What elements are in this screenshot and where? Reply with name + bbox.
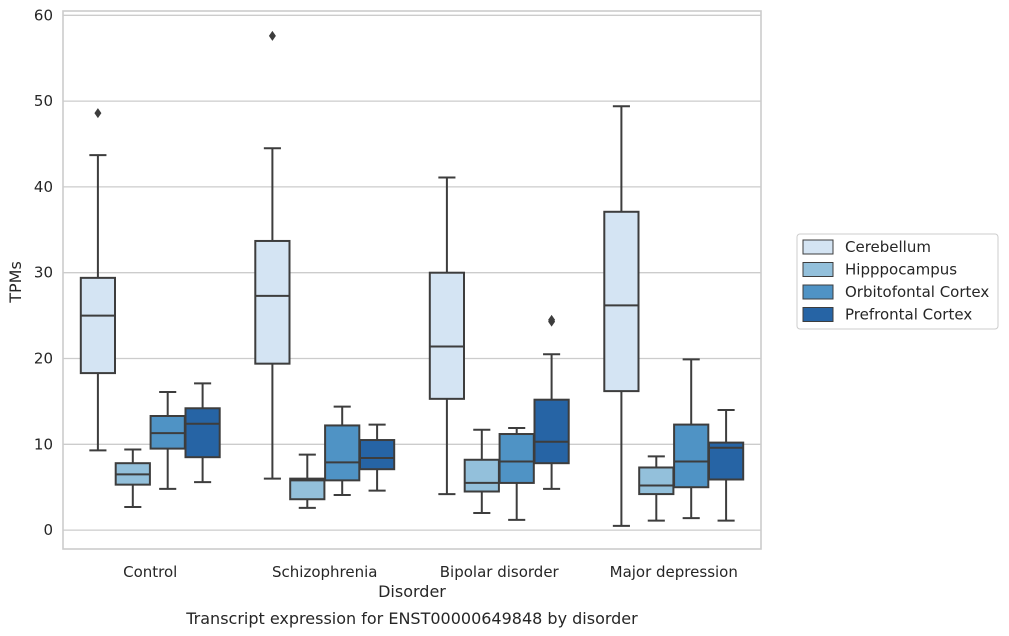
box-body	[289, 477, 326, 501]
box-bipolar-disorder-hipppocampus	[463, 428, 500, 514]
box-body	[428, 271, 466, 400]
y-tick-label: 60	[34, 6, 53, 24]
x-tick-label: Schizophrenia	[272, 563, 377, 581]
box-schizophrenia-hipppocampus	[289, 453, 326, 509]
box-body	[673, 423, 710, 489]
plot-frame	[62, 10, 762, 550]
box-schizophrenia-cerebellum	[254, 30, 291, 480]
y-axis-title: TPMs	[6, 261, 25, 304]
y-tick-label: 40	[34, 178, 53, 196]
y-tick-label: 0	[43, 521, 53, 539]
outlier-point	[268, 30, 276, 41]
x-tick-label: Bipolar disorder	[440, 563, 560, 581]
outlier-point	[548, 314, 556, 325]
box-control-hipppocampus	[114, 448, 151, 508]
box-control-prefrontal-cortex	[184, 382, 221, 484]
boxes	[79, 30, 745, 527]
legend-label-hipppocampus: Hipppocampus	[845, 261, 957, 279]
box-major-depression-hipppocampus	[638, 455, 675, 522]
box-body	[79, 276, 117, 375]
y-tick-label: 20	[34, 350, 53, 368]
box-body	[638, 466, 675, 496]
box-body	[533, 398, 570, 465]
x-axis-title: Disorder	[378, 582, 446, 601]
x-tick-labels: Control Schizophrenia Bipolar disorder Majo…	[123, 563, 738, 581]
legend-swatch-prefrontal-cortex	[802, 307, 834, 322]
y-tick-label: 50	[34, 92, 53, 110]
legend-swatch-cerebellum	[802, 239, 834, 255]
box-body	[463, 458, 500, 493]
box-bipolar-disorder-prefrontal-cortex	[533, 314, 570, 490]
box-major-depression-cerebellum	[603, 105, 640, 527]
box-body	[254, 239, 291, 365]
box-control-cerebellum	[79, 108, 117, 452]
box-bipolar-disorder-orbitofontal-cortex	[498, 427, 535, 521]
box-body	[603, 210, 640, 393]
outlier-point	[94, 108, 102, 119]
x-tick-label: Major depression	[610, 563, 738, 581]
chart-caption: Transcript expression for ENST0000064984…	[185, 609, 638, 628]
box-body	[358, 439, 396, 471]
box-schizophrenia-orbitofontal-cortex	[324, 405, 361, 496]
legend-label-cerebellum: Cerebellum	[845, 238, 931, 256]
legend-label-orbitofontal-cortex: Orbitofontal Cortex	[845, 283, 989, 301]
y-tick-label: 30	[34, 264, 53, 282]
legend-label-prefrontal-cortex: Prefrontal Cortex	[845, 306, 972, 324]
box-bipolar-disorder-cerebellum	[428, 176, 466, 496]
box-body	[324, 424, 361, 482]
box-body	[184, 407, 221, 459]
box-major-depression-orbitofontal-cortex	[673, 358, 710, 520]
box-body	[707, 441, 745, 481]
box-schizophrenia-prefrontal-cortex	[358, 423, 396, 492]
legend-swatch-hipppocampus	[802, 262, 834, 277]
y-tick-labels: 0 10 20 30 40 50 60	[34, 6, 53, 539]
box-major-depression-prefrontal-cortex	[707, 408, 745, 522]
box-body	[498, 433, 535, 484]
legend: Cerebellum Hipppocampus Orbitofontal Corte…	[796, 233, 999, 330]
y-tick-label: 10	[34, 435, 53, 453]
legend-frame	[796, 233, 999, 330]
x-tick-label: Control	[123, 563, 177, 581]
legend-swatch-orbitofontal-cortex	[802, 284, 834, 300]
